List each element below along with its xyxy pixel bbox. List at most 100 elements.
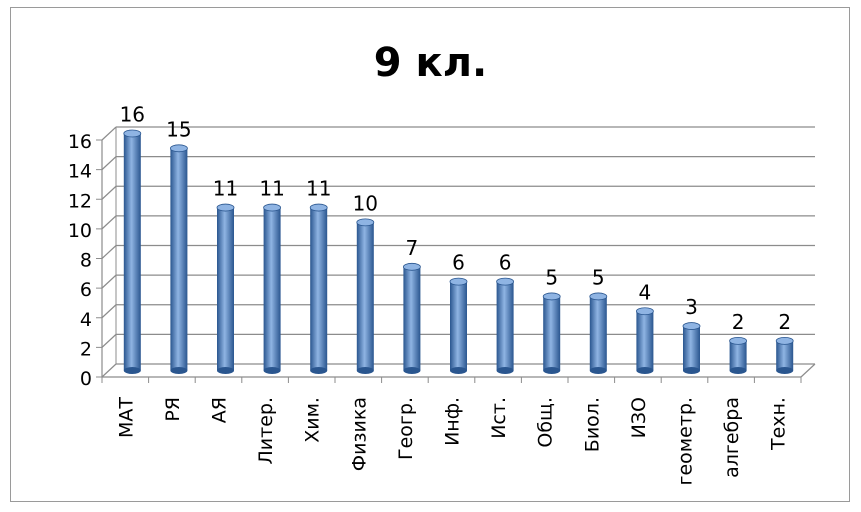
bar-top xyxy=(169,144,188,153)
bar-base xyxy=(496,367,514,374)
data-label: 15 xyxy=(166,117,191,141)
y-tick-label: 0 xyxy=(80,368,92,390)
gridline-side xyxy=(101,363,117,378)
bar-base xyxy=(356,367,374,374)
bars xyxy=(123,129,794,374)
bar xyxy=(356,222,374,371)
bar-base xyxy=(263,367,281,374)
bar-top xyxy=(123,129,142,138)
bar xyxy=(729,340,747,371)
x-tick-label: Геогр. xyxy=(395,397,417,460)
bar-top xyxy=(356,218,375,227)
bar-base xyxy=(123,367,141,374)
bar-base xyxy=(683,367,700,374)
data-label: 11 xyxy=(306,177,331,201)
x-tick-label: геометр. xyxy=(675,397,697,486)
bar-top xyxy=(216,203,235,212)
data-label: 5 xyxy=(545,265,558,289)
x-tick-label: Ист. xyxy=(488,397,510,439)
bar xyxy=(217,207,234,371)
chart-title: 9 кл. xyxy=(373,40,488,86)
data-label: 6 xyxy=(452,251,465,275)
bar xyxy=(310,207,328,371)
data-label: 2 xyxy=(778,310,791,334)
x-tick-label: Инф. xyxy=(442,397,464,446)
bar-top xyxy=(496,277,515,286)
bar-top xyxy=(729,336,747,345)
bar-base xyxy=(776,367,794,374)
bar xyxy=(403,266,421,371)
labels: 0 2 4 6 8 10 12 14 16 16 МАТ 15 РЯ 11 АЯ 11 Литер. 11 Хим.… xyxy=(68,103,791,486)
bar xyxy=(589,296,607,371)
bar xyxy=(776,340,794,371)
gridline-side xyxy=(101,215,117,230)
bar-base xyxy=(636,367,654,374)
floor-edge xyxy=(800,363,816,378)
gridline-side xyxy=(101,185,117,200)
x-tick-label: Хим. xyxy=(302,397,324,443)
x-tick-label: Техн. xyxy=(768,397,790,451)
data-label: 11 xyxy=(213,177,238,201)
bar-base xyxy=(170,367,188,374)
x-tick-label: ИЗО xyxy=(628,397,650,438)
data-label: 16 xyxy=(120,103,145,127)
gridline-side xyxy=(101,245,117,259)
data-label: 6 xyxy=(499,251,512,275)
data-label: 7 xyxy=(406,236,419,260)
data-label: 3 xyxy=(685,295,698,319)
bar-base xyxy=(310,367,328,374)
bar xyxy=(170,148,188,371)
data-label: 4 xyxy=(639,280,652,304)
bar-base xyxy=(450,367,467,374)
gridline-side xyxy=(101,126,117,141)
bar-base xyxy=(403,367,421,374)
x-tick-label: Литер. xyxy=(255,397,277,465)
gridline-side xyxy=(101,333,117,348)
chart-frame xyxy=(10,7,850,502)
gridline-side xyxy=(101,304,117,319)
x-tick-label: РЯ xyxy=(162,397,184,422)
bar xyxy=(123,133,141,371)
data-label: 11 xyxy=(259,177,284,201)
x-tick-label: Общ. xyxy=(535,397,557,448)
gridline-side xyxy=(101,274,117,289)
y-tick-label: 14 xyxy=(68,161,92,183)
data-label: 2 xyxy=(732,310,745,334)
x-tick-label: Физика xyxy=(348,397,370,471)
bar xyxy=(450,281,467,371)
bar-base xyxy=(589,367,607,374)
y-tick-label: 4 xyxy=(80,309,92,331)
bar xyxy=(683,326,700,371)
y-tick-label: 10 xyxy=(68,220,92,242)
data-label: 5 xyxy=(592,265,605,289)
bar-top xyxy=(589,292,608,301)
bar-top xyxy=(542,292,561,301)
y-tick-label: 12 xyxy=(68,190,92,212)
y-tick-label: 6 xyxy=(80,279,92,301)
y-tick-label: 16 xyxy=(68,131,92,153)
bar-top xyxy=(682,322,701,330)
x-tick-label: алгебра xyxy=(721,397,743,478)
bar xyxy=(543,296,561,371)
bar-top xyxy=(775,336,794,345)
bar-base xyxy=(543,367,561,374)
data-label: 10 xyxy=(353,191,378,215)
bar xyxy=(263,207,281,371)
bar-top xyxy=(402,262,421,271)
gridline-side xyxy=(101,156,117,171)
x-tick-label: АЯ xyxy=(209,397,231,423)
bar-top xyxy=(263,203,282,212)
bar-top xyxy=(449,277,468,286)
bar-top xyxy=(309,203,328,212)
x-tick-label: Биол. xyxy=(581,397,603,452)
axes xyxy=(96,139,816,383)
y-tick-label: 2 xyxy=(80,338,92,360)
bar-base xyxy=(729,367,747,374)
bar-base xyxy=(217,367,234,374)
x-tick-label: МАТ xyxy=(115,397,137,438)
y-tick-label: 8 xyxy=(80,250,92,272)
bar xyxy=(636,311,654,371)
bar xyxy=(496,281,514,371)
bar-top xyxy=(636,307,654,316)
